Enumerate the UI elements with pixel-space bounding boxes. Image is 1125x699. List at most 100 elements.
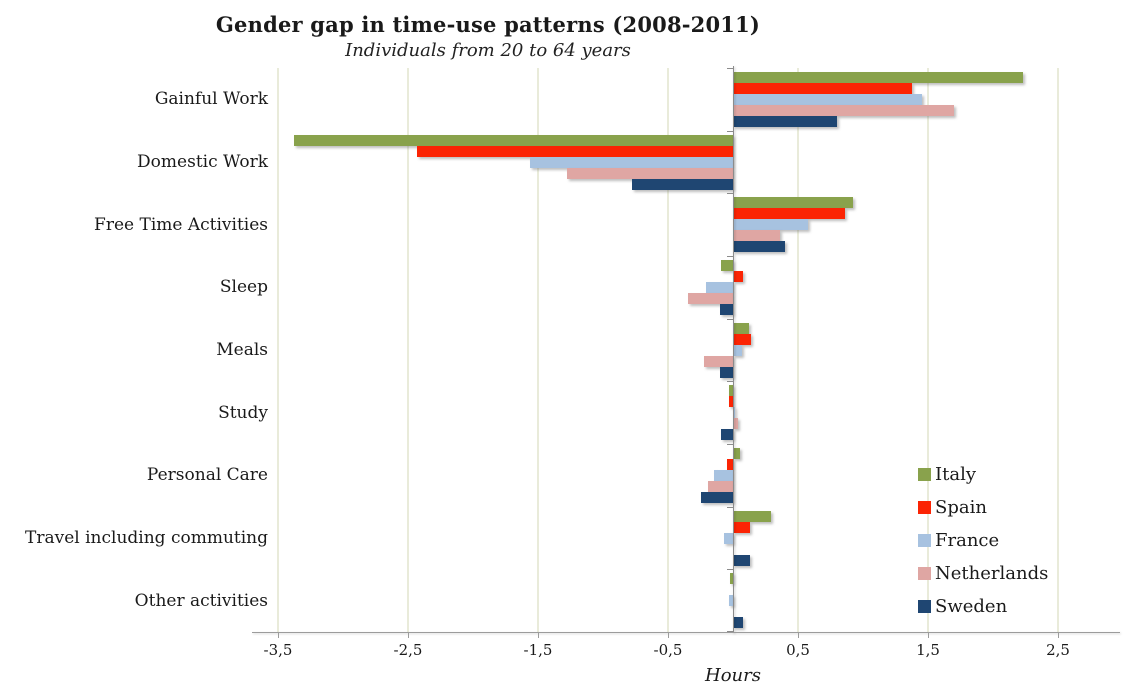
- category-axis-line: [733, 66, 734, 633]
- category-label-personal-care: Personal Care: [146, 465, 268, 486]
- category-axis-tick: [727, 569, 734, 570]
- chart-subtitle: Individuals from 20 to 64 years: [345, 40, 631, 61]
- bar-spain-personal-care: [726, 459, 733, 470]
- bar-sweden-other-activities: [733, 617, 744, 629]
- category-axis-tick: [727, 507, 734, 508]
- gridline: [927, 68, 929, 632]
- bar-italy-sleep: [721, 260, 733, 271]
- category-label-domestic-work: Domestic Work: [137, 152, 268, 172]
- legend-swatch-france: [918, 534, 931, 547]
- bar-spain-meals: [733, 333, 752, 345]
- bar-italy-personal-care: [733, 448, 740, 459]
- x-axis-title: Hours: [705, 665, 761, 686]
- legend-item-spain: Spain: [918, 491, 1048, 524]
- gridline: [1057, 68, 1059, 632]
- gridline: [277, 68, 279, 632]
- bar-spain-study: [729, 396, 733, 408]
- bar-sweden-travel-including-commuting: [733, 554, 750, 566]
- bar-france-personal-care: [713, 470, 733, 481]
- x-tick-label: -0,5: [653, 641, 683, 659]
- legend-item-france: France: [918, 524, 1048, 557]
- legend-label-spain: Spain: [935, 497, 987, 518]
- x-axis-tick: [278, 632, 279, 638]
- legend-label-france: France: [935, 530, 1000, 551]
- bar-france-gainful-work: [733, 94, 922, 105]
- category-label-free-time-activities: Free Time Activities: [94, 214, 268, 235]
- bar-sweden-meals: [720, 366, 733, 378]
- x-tick-label: -1,5: [523, 641, 553, 659]
- category-axis-tick: [727, 444, 734, 445]
- bar-france-travel-including-commuting: [723, 532, 733, 544]
- gridline: [537, 68, 539, 632]
- legend-swatch-sweden: [918, 600, 931, 613]
- bar-netherlands-study: [733, 418, 739, 430]
- bar-france-other-activities: [729, 595, 733, 607]
- bar-netherlands-meals: [704, 355, 733, 367]
- bar-netherlands-domestic-work: [566, 167, 733, 179]
- bar-sweden-personal-care: [700, 492, 733, 503]
- x-axis-tick: [928, 632, 929, 638]
- x-axis-tick: [408, 632, 409, 638]
- bar-netherlands-personal-care: [708, 481, 733, 492]
- legend-item-netherlands: Netherlands: [918, 557, 1048, 590]
- category-label-other-activities: Other activities: [134, 590, 268, 611]
- bar-spain-travel-including-commuting: [733, 521, 750, 533]
- chart-title: Gender gap in time-use patterns (2008-20…: [215, 12, 761, 37]
- x-tick-label: 0,5: [786, 641, 810, 659]
- bar-france-domestic-work: [530, 156, 733, 168]
- category-axis-tick: [727, 381, 734, 382]
- gridline: [667, 68, 669, 632]
- legend-swatch-spain: [918, 501, 931, 514]
- x-axis-tick: [1058, 632, 1059, 638]
- category-label-sleep: Sleep: [219, 277, 268, 298]
- x-axis-tick: [668, 632, 669, 638]
- bar-sweden-study: [721, 429, 733, 441]
- x-axis-tick: [798, 632, 799, 638]
- x-tick-label: -2,5: [393, 641, 423, 659]
- bar-sweden-sleep: [720, 304, 733, 315]
- x-axis-tick: [538, 632, 539, 638]
- bar-spain-free-time-activities: [733, 208, 845, 220]
- chart-header: Gender gap in time-use patterns (2008-20…: [130, 12, 846, 61]
- bar-sweden-domestic-work: [631, 178, 733, 190]
- x-axis-line: [252, 632, 1120, 633]
- bar-italy-travel-including-commuting: [733, 510, 771, 522]
- bar-italy-study: [729, 385, 733, 397]
- legend-swatch-italy: [918, 468, 931, 481]
- bar-netherlands-sleep: [687, 293, 733, 304]
- bar-spain-gainful-work: [733, 83, 913, 94]
- category-label-gainful-work: Gainful Work: [154, 89, 268, 110]
- gridline: [797, 68, 799, 632]
- category-label-travel-including-commuting: Travel including commuting: [25, 528, 268, 548]
- bar-italy-meals: [733, 322, 749, 334]
- category-axis-tick: [727, 256, 734, 257]
- bar-netherlands-gainful-work: [733, 105, 954, 116]
- category-label-study: Study: [218, 402, 268, 423]
- bar-italy-domestic-work: [293, 134, 733, 146]
- x-tick-label: 2,5: [1046, 641, 1070, 659]
- bar-france-meals: [733, 344, 743, 356]
- category-axis-tick: [727, 68, 734, 69]
- legend-label-netherlands: Netherlands: [935, 563, 1049, 584]
- x-tick-label: 1,5: [916, 641, 940, 659]
- category-axis-tick: [727, 319, 734, 320]
- bar-spain-domestic-work: [417, 145, 733, 157]
- bar-netherlands-free-time-activities: [733, 230, 780, 242]
- category-label-meals: Meals: [216, 340, 268, 360]
- legend-item-sweden: Sweden: [918, 590, 1048, 623]
- bar-italy-other-activities: [730, 573, 733, 585]
- bar-italy-gainful-work: [733, 72, 1023, 83]
- gridline: [407, 68, 409, 632]
- bar-sweden-gainful-work: [733, 116, 837, 127]
- bar-spain-sleep: [733, 271, 744, 282]
- x-tick-label: -3,5: [263, 641, 293, 659]
- legend-swatch-netherlands: [918, 567, 931, 580]
- category-axis-tick: [727, 193, 734, 194]
- bar-sweden-free-time-activities: [733, 241, 785, 253]
- legend-label-italy: Italy: [935, 464, 977, 485]
- bar-france-sleep: [705, 282, 733, 293]
- category-axis-tick: [727, 631, 734, 632]
- legend-item-italy: Italy: [918, 458, 1048, 491]
- legend: Italy Spain France Netherlands Sweden: [918, 458, 1048, 623]
